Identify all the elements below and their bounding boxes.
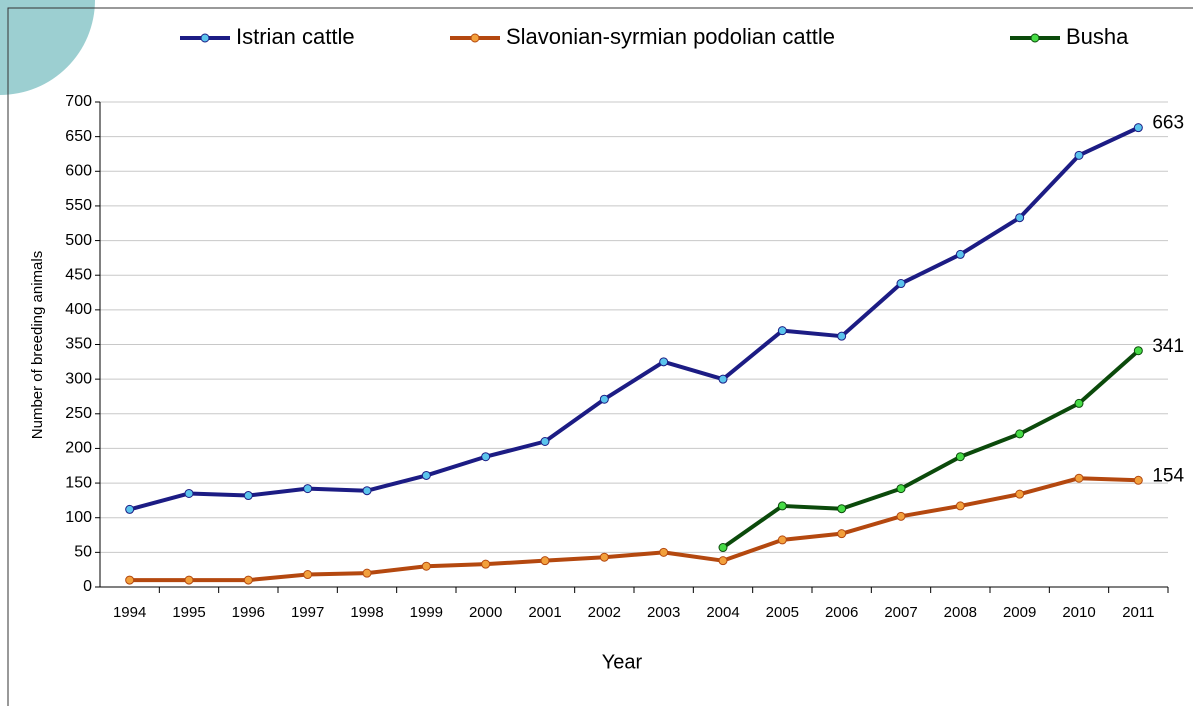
data-point xyxy=(1074,473,1084,483)
data-point xyxy=(125,504,135,514)
y-tick-label: 450 xyxy=(65,266,92,283)
data-point xyxy=(718,374,728,384)
data-point xyxy=(421,561,431,571)
data-point xyxy=(1074,398,1084,408)
x-tick-label: 2009 xyxy=(1003,604,1036,621)
data-point xyxy=(125,575,135,585)
data-point xyxy=(777,501,787,511)
data-point xyxy=(955,249,965,259)
data-point xyxy=(777,535,787,545)
data-point xyxy=(540,556,550,566)
y-tick-label: 600 xyxy=(65,163,92,180)
y-tick-label: 350 xyxy=(65,336,92,353)
corner-decoration xyxy=(0,0,95,95)
x-tick-label: 2007 xyxy=(884,604,917,621)
data-point xyxy=(837,331,847,341)
y-tick-label: 300 xyxy=(65,370,92,387)
data-label: 154 xyxy=(1152,465,1184,486)
x-axis-label: Year xyxy=(602,651,643,673)
y-tick-label: 100 xyxy=(65,509,92,526)
data-point xyxy=(481,452,491,462)
y-tick-label: 150 xyxy=(65,474,92,491)
data-point xyxy=(1074,150,1084,160)
data-point xyxy=(1133,346,1143,356)
y-tick-label: 200 xyxy=(65,440,92,457)
x-tick-label: 2006 xyxy=(825,604,858,621)
y-axis-label: Number of breeding animals xyxy=(29,251,46,439)
frame xyxy=(7,7,1193,706)
y-tick-label: 400 xyxy=(65,301,92,318)
data-point xyxy=(718,543,728,553)
data-point xyxy=(243,491,253,501)
legend-marker xyxy=(470,33,480,43)
y-tick-label: 650 xyxy=(65,128,92,145)
x-tick-label: 2005 xyxy=(766,604,799,621)
x-tick-label: 1996 xyxy=(232,604,265,621)
data-point xyxy=(896,511,906,521)
data-point xyxy=(955,501,965,511)
data-label: 663 xyxy=(1152,113,1184,134)
data-point xyxy=(184,488,194,498)
legend-label: Busha xyxy=(1066,24,1129,49)
data-point xyxy=(955,452,965,462)
data-point xyxy=(599,552,609,562)
data-point xyxy=(777,326,787,336)
data-point xyxy=(362,568,372,578)
y-tick-label: 50 xyxy=(74,544,92,561)
data-point xyxy=(659,357,669,367)
data-label: 341 xyxy=(1152,336,1184,357)
data-point xyxy=(481,559,491,569)
y-tick-label: 250 xyxy=(65,405,92,422)
x-tick-label: 1997 xyxy=(291,604,324,621)
data-point xyxy=(540,437,550,446)
legend-label: Slavonian-syrmian podolian cattle xyxy=(506,24,835,49)
x-tick-label: 1998 xyxy=(350,604,383,621)
data-point xyxy=(837,529,847,539)
y-tick-label: 700 xyxy=(65,93,92,110)
data-point xyxy=(303,570,313,580)
series-line xyxy=(129,125,1140,512)
data-point xyxy=(1015,429,1025,439)
data-point xyxy=(1133,475,1143,485)
data-point xyxy=(837,504,847,514)
data-point xyxy=(184,575,194,585)
data-point xyxy=(1015,213,1025,223)
x-tick-label: 2011 xyxy=(1122,604,1154,621)
x-tick-label: 2000 xyxy=(469,604,502,621)
y-tick-label: 550 xyxy=(65,197,92,214)
x-tick-label: 2001 xyxy=(528,604,561,621)
legend-marker xyxy=(1030,33,1040,43)
data-point xyxy=(243,575,253,585)
legend-marker xyxy=(200,33,210,43)
x-tick-label: 2003 xyxy=(647,604,680,621)
data-point xyxy=(303,484,313,494)
x-tick-label: 2002 xyxy=(588,604,621,621)
data-point xyxy=(896,279,906,289)
data-point xyxy=(718,556,728,566)
data-point xyxy=(421,470,431,480)
data-point xyxy=(599,394,609,404)
x-tick-label: 2004 xyxy=(706,604,739,621)
x-tick-label: 1995 xyxy=(172,604,205,621)
series-line xyxy=(721,349,1140,550)
data-point xyxy=(1133,123,1143,133)
data-point xyxy=(362,486,372,496)
data-point xyxy=(659,547,669,557)
legend-label: Istrian cattle xyxy=(236,24,355,49)
data-point xyxy=(1015,489,1025,499)
x-tick-label: 1994 xyxy=(113,604,146,621)
y-tick-label: 500 xyxy=(65,232,92,249)
x-tick-label: 2008 xyxy=(944,604,977,621)
y-tick-label: 0 xyxy=(83,578,92,595)
series-line xyxy=(129,476,1139,583)
x-tick-label: 1999 xyxy=(410,604,443,621)
x-tick-label: 2010 xyxy=(1062,604,1095,621)
data-point xyxy=(896,484,906,494)
